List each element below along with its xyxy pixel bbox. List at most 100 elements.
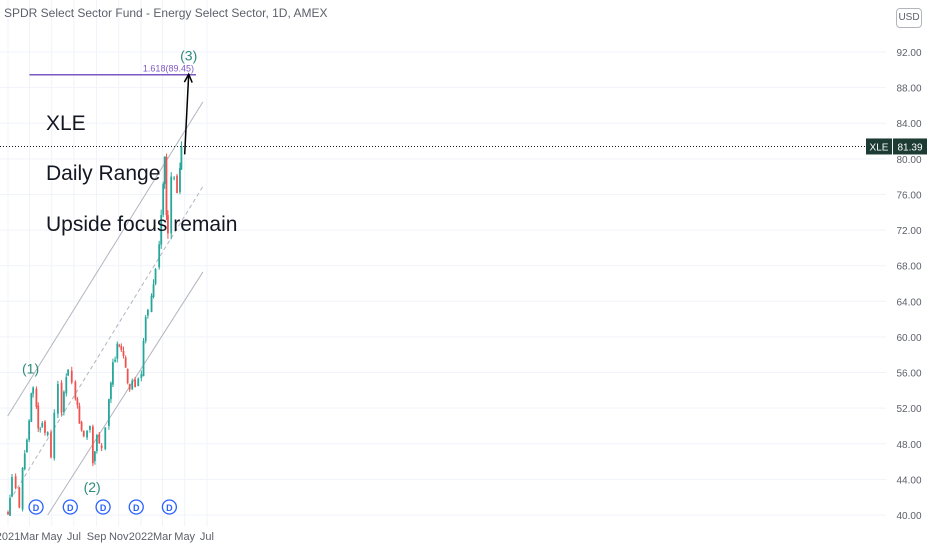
- candle-body: [124, 357, 127, 368]
- note-symbol[interactable]: XLE: [46, 112, 86, 135]
- candle-body: [142, 340, 145, 377]
- dividend-marker: [28, 499, 44, 515]
- y-tick-label: 52.00: [896, 404, 921, 415]
- candle-body: [67, 369, 70, 376]
- wave-label: (2): [84, 479, 101, 495]
- candles-layer[interactable]: [7, 141, 183, 517]
- candle-body: [53, 412, 56, 459]
- candle-body: [152, 284, 155, 297]
- candle-body: [78, 405, 81, 424]
- y-tick-label: 56.00: [896, 369, 921, 380]
- dividend-marker: [128, 499, 144, 515]
- candle-body: [176, 175, 178, 194]
- candle-body: [140, 374, 143, 378]
- candle-body: [70, 370, 73, 383]
- candle-body: [18, 487, 21, 508]
- candle-body: [160, 215, 163, 245]
- candle-body: [89, 426, 91, 430]
- candle-body: [100, 445, 103, 449]
- candle-body: [21, 467, 24, 510]
- candle-body: [179, 168, 181, 193]
- candle-body: [50, 432, 52, 458]
- candle-body: [44, 421, 46, 433]
- candle-body: [28, 420, 31, 440]
- dividend-marker-label: D: [67, 503, 74, 513]
- candle-body: [128, 384, 131, 390]
- candle-body: [167, 215, 169, 234]
- y-tick-label: 64.00: [896, 297, 921, 308]
- y-tick-label: 68.00: [896, 262, 921, 273]
- fib-level-label: 1.618(89.45): [143, 64, 194, 74]
- candle-body: [120, 346, 123, 350]
- fib-extension[interactable]: 1.618(89.45): [29, 64, 196, 76]
- candle-body: [23, 453, 26, 470]
- currency-button[interactable]: USD: [896, 8, 922, 28]
- dividend-marker: [62, 499, 78, 515]
- candle-body: [162, 184, 165, 215]
- dividend-marker: [161, 499, 178, 515]
- x-tick-label: 2021: [0, 531, 20, 543]
- time-axis[interactable]: 2021MarMayJulSepNov2022MarMayJul: [0, 531, 214, 543]
- price-axis[interactable]: 40.00 44.00 48.00 52.00 56.00 60.00 64.00 68.00…: [866, 48, 927, 522]
- price-tag: [893, 138, 927, 155]
- chart-header-title: SPDR Select Sector Fund - Energy Select …: [4, 6, 328, 20]
- candle-body: [7, 511, 9, 515]
- y-tick-label: 84.00: [896, 119, 921, 130]
- candle-body: [14, 476, 17, 488]
- candle-body: [95, 435, 98, 452]
- x-tick-label: Sep: [87, 531, 107, 543]
- symbol-tag: [866, 138, 892, 155]
- candle-body: [180, 146, 183, 170]
- candle-body: [30, 393, 33, 422]
- candle-body: [91, 426, 94, 464]
- candle-body: [9, 497, 11, 516]
- candle-body: [32, 387, 35, 394]
- candle-body: [126, 369, 129, 384]
- y-tick-label: 72.00: [896, 226, 921, 237]
- candle-body: [39, 428, 42, 430]
- candle-body: [57, 384, 59, 414]
- dividend-marker: [95, 499, 111, 515]
- candle-body: [86, 430, 88, 438]
- candle-body: [35, 388, 38, 408]
- candle-body: [104, 427, 107, 450]
- x-tick-label: Jul: [67, 531, 81, 543]
- projection-arrow: [183, 74, 190, 155]
- dividend-marker-label: D: [133, 503, 140, 513]
- candle-body: [150, 295, 153, 313]
- candle-body: [93, 451, 96, 462]
- x-tick-label: Jul: [200, 531, 214, 543]
- symbol-tag-label: XLE: [870, 142, 889, 153]
- candle-body: [108, 399, 110, 426]
- candle-body: [110, 382, 112, 400]
- overlay-layer[interactable]: (1) (2) (3) D D D D D: [0, 48, 886, 515]
- grid-layer: [0, 0, 886, 526]
- candle-body: [63, 391, 65, 413]
- dividend-marker-label: D: [33, 503, 40, 513]
- candle-body: [154, 269, 157, 284]
- y-tick-label: 80.00: [896, 155, 921, 166]
- candle-body: [122, 350, 125, 356]
- y-tick-label: 44.00: [896, 475, 921, 486]
- wave-label: (3): [180, 48, 197, 64]
- note-range[interactable]: Daily Range: [46, 162, 161, 185]
- candle-body: [11, 476, 13, 497]
- y-tick-label: 88.00: [896, 84, 921, 95]
- y-tick-label: 92.00: [896, 48, 921, 59]
- candle-body: [163, 156, 166, 185]
- candle-body: [65, 377, 68, 394]
- channel-upper-line: [7, 101, 204, 417]
- candle-body: [118, 345, 121, 347]
- dividend-marker-label: D: [166, 503, 173, 513]
- dividend-marker-label: D: [100, 503, 107, 513]
- candle-body: [112, 362, 114, 385]
- wave-label: (1): [22, 361, 39, 377]
- note-focus[interactable]: Upside focus remain: [46, 213, 238, 236]
- candle-body: [165, 156, 168, 216]
- candle-body: [37, 405, 40, 429]
- candle-body: [114, 359, 117, 362]
- y-tick-label: 60.00: [896, 333, 921, 344]
- candle-body: [76, 398, 79, 406]
